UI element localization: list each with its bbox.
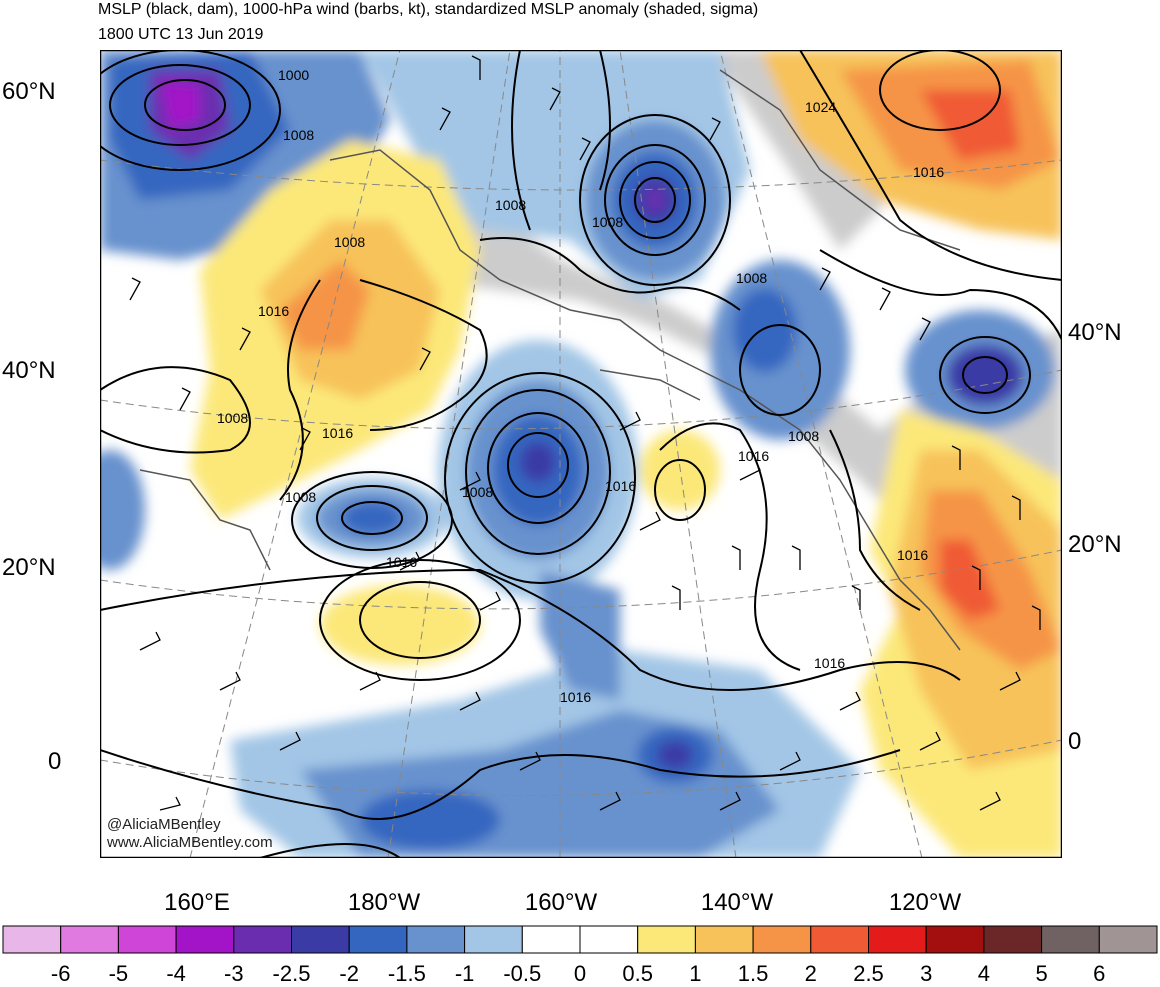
- contour-label: 1016: [258, 303, 289, 319]
- lat-label-left: 60°N: [2, 78, 56, 105]
- colorbar-swatch: [348, 925, 408, 954]
- contour-label: 1008: [495, 197, 526, 213]
- figure-title: MSLP (black, dam), 1000-hPa wind (barbs,…: [98, 1, 759, 18]
- lat-label-right: 40°N: [1068, 319, 1122, 346]
- colorbar-swatch: [694, 925, 754, 954]
- contour-label: 1016: [322, 425, 353, 441]
- colorbar-swatch: [521, 925, 581, 954]
- colorbar-swatch: [579, 925, 639, 954]
- colorbar: [2, 925, 1158, 954]
- colorbar-swatch: [1098, 925, 1158, 954]
- contour-label: 1008: [334, 234, 365, 250]
- colorbar-swatch: [868, 925, 927, 954]
- colorbar-swatch: [1041, 925, 1100, 954]
- lon-label: 160°E: [164, 889, 230, 916]
- contour-label: 1016: [814, 655, 845, 671]
- colorbar-tick-label: -5: [108, 961, 129, 986]
- colorbar-swatch: [291, 925, 350, 954]
- colorbar-tick-label: -3: [224, 961, 244, 986]
- lat-label-left: 40°N: [2, 357, 56, 384]
- colorbar-tick-label: 1: [689, 961, 702, 986]
- colorbar-swatch: [2, 925, 62, 954]
- colorbar-tick-label: -4: [166, 961, 186, 986]
- colorbar-swatch: [60, 925, 119, 954]
- colorbar-tick-label: 3: [920, 961, 933, 986]
- colorbar-swatch: [117, 925, 177, 954]
- colorbar-swatch: [464, 925, 523, 954]
- contour-label: 1016: [560, 689, 591, 705]
- colorbar-tick-label: -2: [339, 961, 359, 986]
- colorbar-swatch: [810, 925, 869, 954]
- contour-label: 1008: [788, 428, 819, 444]
- contour-label: 1008: [283, 127, 314, 143]
- colorbar-tick-label: 0.5: [622, 961, 653, 986]
- colorbar-swatch: [752, 925, 812, 954]
- lon-label: 160°W: [524, 889, 598, 916]
- contour-label: 1008: [736, 270, 767, 286]
- colorbar-tick-label: -6: [50, 961, 71, 986]
- colorbar-swatch: [233, 925, 293, 954]
- colorbar-tick-label: 1.5: [737, 961, 769, 986]
- colorbar-tick-label: 5: [1035, 961, 1048, 986]
- contour-label: 1016: [913, 164, 944, 180]
- lat-label-left: 20°N: [2, 554, 56, 581]
- credit-handle: @AliciaMBentley: [107, 816, 221, 833]
- contour-label: 1016: [386, 554, 417, 570]
- colorbar-tick-label: 4: [977, 961, 991, 986]
- figure-valid-time: 1800 UTC 13 Jun 2019: [98, 26, 264, 43]
- contour-label: 1000: [278, 67, 309, 83]
- lon-label: 180°W: [347, 889, 421, 916]
- contour-label: 1016: [605, 478, 636, 494]
- lon-label: 120°W: [888, 889, 962, 916]
- lon-label: 140°W: [700, 889, 774, 916]
- coastlines: [139, 69, 961, 651]
- colorbar-swatch: [637, 925, 696, 954]
- lat-lon-grid: [100, 50, 1062, 858]
- contour-label: 1008: [217, 410, 248, 426]
- colorbar-swatch: [406, 925, 466, 954]
- contour-label: 1024: [805, 99, 836, 115]
- colorbar-tick-label: -1.5: [387, 961, 426, 986]
- colorbar-swatch: [925, 925, 985, 954]
- colorbar-swatch: [983, 925, 1043, 954]
- colorbar-tick-label: 0: [573, 961, 587, 986]
- colorbar-tick-label: -2.5: [272, 961, 311, 986]
- colorbar-tick-label: -0.5: [503, 961, 542, 986]
- contour-label: 1016: [897, 547, 928, 563]
- contour-label: 1016: [738, 448, 769, 464]
- colorbar-swatch: [175, 925, 235, 954]
- mslp-map: 1000 1008 1008 1008 1008 1008 1008 1008 …: [100, 50, 1062, 858]
- contour-label: 1008: [285, 489, 316, 505]
- colorbar-tick-label: 2: [804, 961, 817, 986]
- lat-label-right: 0: [1068, 728, 1082, 755]
- lat-label-left: 0: [48, 748, 62, 775]
- lat-label-right: 20°N: [1068, 531, 1122, 558]
- credit-website: www.AliciaMBentley.com: [107, 834, 273, 851]
- contour-label: 1008: [462, 484, 493, 500]
- colorbar-tick-label: 2.5: [853, 961, 884, 986]
- colorbar-tick-label: 6: [1093, 961, 1106, 986]
- contour-label: 1008: [592, 214, 623, 230]
- wind-barbs: [129, 55, 1041, 811]
- colorbar-tick-label: -1: [454, 961, 475, 986]
